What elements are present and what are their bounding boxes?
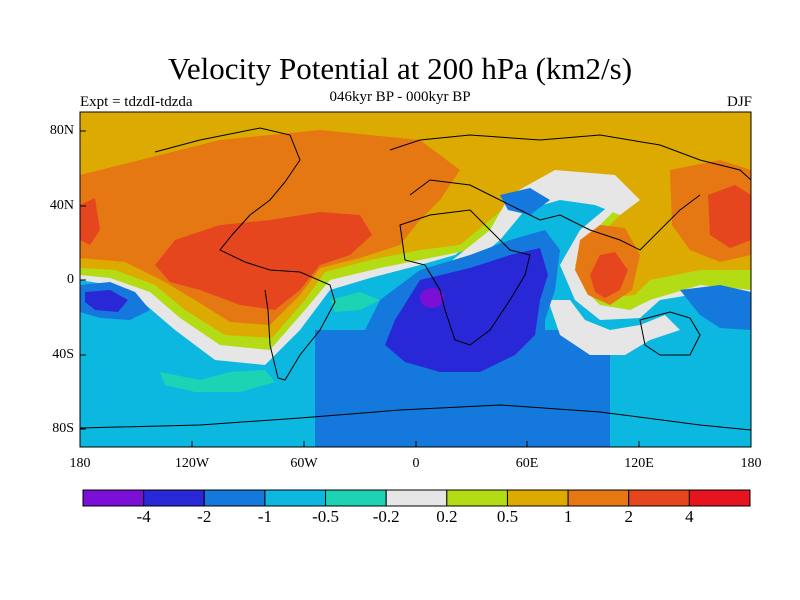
lat-tick-80s: 80S [52,421,74,436]
colorbar-swatch [446,489,508,507]
lon-tick-120e: 120E [624,456,654,471]
field-cyan-strip [330,292,380,312]
field-pacific-core [708,185,751,248]
colorbar-swatch [325,489,387,507]
colorbar-label: -1 [257,507,272,526]
coastlines [80,127,751,431]
colorbar-label: 4 [685,507,694,526]
australia-coast [639,311,701,356]
lat-tick-40s: 40S [52,347,74,362]
experiment-label: Expt = tdzdI-tdzda [80,94,193,110]
lon-tick-180w: 180 [69,456,91,471]
field-cyan-strip-south [160,370,275,392]
colorbar-label: 0.2 [436,507,458,526]
colorbar-swatch [688,489,751,507]
colorbar [82,489,751,507]
colorbar-swatch [506,489,569,507]
lat-tick-0: 0 [67,272,74,287]
field-east-negative [680,285,751,330]
field-americas-core [155,212,372,310]
field-westedge-core [80,198,100,245]
lon-tick-120w: 120W [174,456,210,471]
antarctica-coast [80,404,751,431]
colorbar-swatch [628,489,690,507]
lat-tick-40n: 40N [49,198,74,213]
map-title: Velocity Potential at 200 hPa (km2/s) [167,51,633,86]
lon-tick-60w: 60W [290,456,318,471]
colorbar-label: -4 [136,507,151,526]
tick-marks [79,130,752,447]
colorbar-swatch [264,489,327,507]
season-label: DJF [726,94,752,110]
map-subtitle: 046kyr BP - 000kyr BP [329,89,471,105]
eurasia-north-coast [389,134,751,181]
africa-coast [399,209,531,346]
colorbar-label: -2 [197,507,212,526]
americas-coast [154,127,336,381]
colorbar-label: 2 [624,507,633,526]
colorbar-label: 0.5 [496,507,519,526]
eurasia-south-coast [409,179,701,251]
field-minimum [420,288,444,308]
colorbar-label: -0.5 [312,507,339,526]
colorbar-label: 1 [563,507,573,526]
colorbar-swatch [143,489,205,507]
lon-tick-60e: 60E [515,456,539,471]
colorbar-label: -0.2 [372,507,400,526]
colorbar-swatch [385,489,448,507]
colorbar-swatch [203,489,266,507]
field-arabia-negative [500,188,550,215]
colorbar-swatch [82,489,145,507]
lon-tick-0: 0 [412,456,420,471]
field-indo-core [590,252,628,298]
field-pacific-negative-core [85,290,128,312]
field-africa-core [385,248,548,372]
lon-tick-180e: 180 [740,456,762,471]
lat-tick-80n: 80N [49,123,74,138]
field-white-arc-south [548,300,680,355]
contour-fill-layer [80,112,751,447]
colorbar-swatch [567,489,630,507]
